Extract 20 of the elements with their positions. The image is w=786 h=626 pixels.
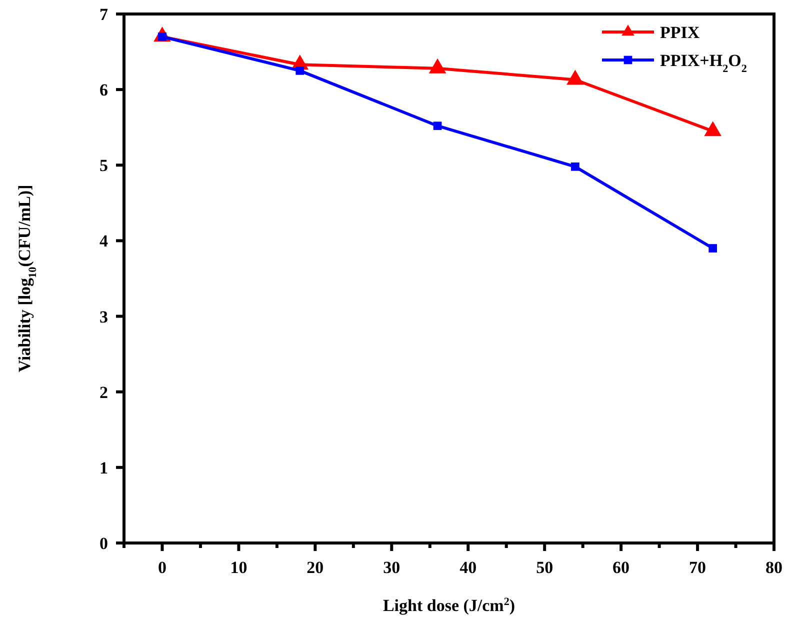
x-tick-label: 70	[689, 558, 706, 577]
x-tick-label: 0	[158, 558, 166, 577]
x-tick-label: 80	[766, 558, 782, 577]
x-tick-label: 20	[306, 558, 324, 577]
x-axis-title: Light dose (J/cm$^{2}$)	[382, 596, 516, 615]
x-tick-label: 60	[612, 558, 630, 577]
y-tick-label: 6	[100, 80, 108, 100]
legend-label: PPIX	[660, 23, 700, 42]
x-tick-label: 10	[230, 558, 248, 577]
x-tick-label: 40	[460, 558, 477, 577]
legend-label: PPIX+H$_{2}$O$_{2}$	[660, 51, 748, 75]
y-tick-label: 5	[100, 156, 108, 176]
x-tick-label: 30	[383, 558, 400, 577]
y-tick-label: 3	[100, 307, 108, 326]
y-tick-label: 2	[100, 382, 108, 402]
y-tick-label: 1	[100, 458, 108, 478]
y-tick-label: 0	[100, 534, 108, 553]
y-tick-label: 4	[100, 232, 108, 251]
x-tick-label: 50	[536, 558, 554, 577]
y-tick-label: 7	[100, 5, 108, 24]
